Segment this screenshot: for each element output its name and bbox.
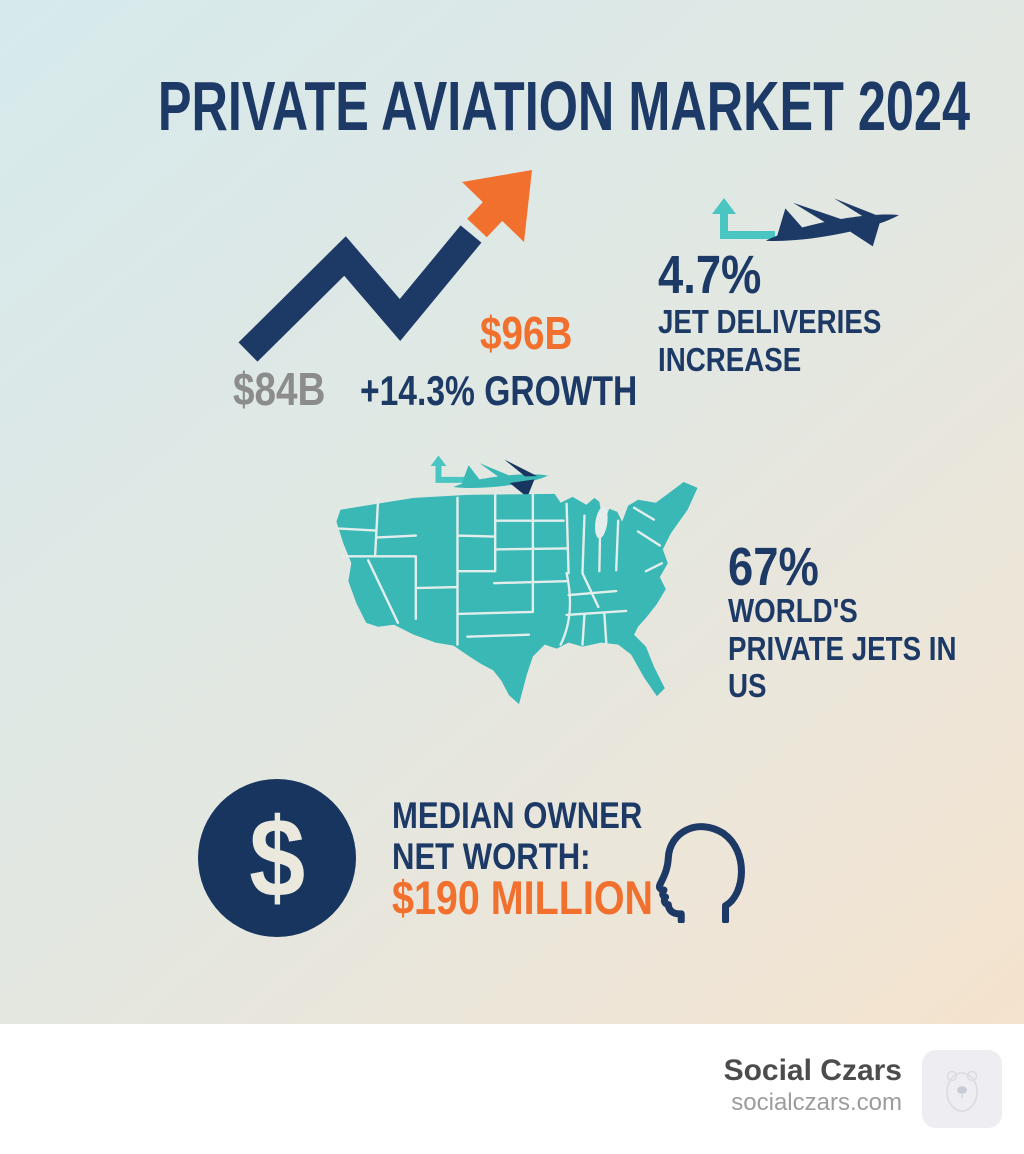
up-elbow-arrow-icon — [712, 198, 775, 239]
us-share-label: WORLD'S PRIVATE JETS IN US — [728, 592, 957, 705]
plane-wing-near — [504, 459, 538, 477]
jet-deliveries-value: 4.7% — [658, 245, 762, 305]
plane-fuselage — [453, 474, 549, 488]
usa-map — [336, 481, 698, 705]
jet-wing-far — [792, 202, 849, 225]
growth-zigzag-line — [238, 225, 482, 362]
head-profile-icon — [655, 823, 745, 923]
market-value-start: $84B — [233, 363, 326, 415]
growth-arrow-icon — [238, 170, 532, 362]
market-value-end: $96B — [480, 307, 573, 359]
bear-mark-icon — [946, 1070, 978, 1112]
net-worth-label: MEDIAN OWNER NET WORTH: — [392, 795, 643, 878]
map-elbow-arrow-icon — [430, 455, 473, 483]
usa-state-borders — [338, 492, 664, 646]
lake-michigan — [595, 506, 608, 539]
dollar-circle-icon: $ — [198, 779, 356, 937]
growth-arrowhead — [462, 170, 532, 242]
jet-wing-near — [834, 198, 883, 219]
jet-fuselage — [765, 214, 899, 241]
jet-tailfin — [777, 208, 806, 236]
brand-name: Social Czars — [723, 1054, 902, 1087]
jet-wing-lower — [846, 222, 881, 247]
usa-outline — [336, 481, 698, 705]
us-share-value: 67% — [728, 537, 819, 597]
page-title-text: PRIVATE AVIATION MARKET 2024 — [157, 67, 971, 145]
jet-deliveries-label: JET DELIVERIES INCREASE — [658, 303, 882, 378]
brand-logo — [922, 1050, 1002, 1128]
footer-bar: Social Czars socialczars.com — [0, 1024, 1024, 1154]
plane-icon — [453, 459, 549, 498]
growth-arrow-shaft — [467, 200, 504, 238]
plane-wing-far — [479, 463, 515, 478]
brand-block: Social Czars socialczars.com — [724, 1054, 902, 1116]
plane-wing-lower — [509, 479, 535, 498]
dollar-icon: $ — [248, 795, 306, 920]
jet-icon — [765, 198, 899, 247]
plane-tailfin — [461, 465, 482, 485]
growth-percent-label: +14.3% GROWTH — [360, 367, 638, 414]
net-worth-value: $190 MILLION — [392, 871, 654, 924]
brand-website: socialczars.com — [731, 1088, 902, 1116]
page-title: PRIVATE AVIATION MARKET 2024 — [0, 66, 1024, 146]
